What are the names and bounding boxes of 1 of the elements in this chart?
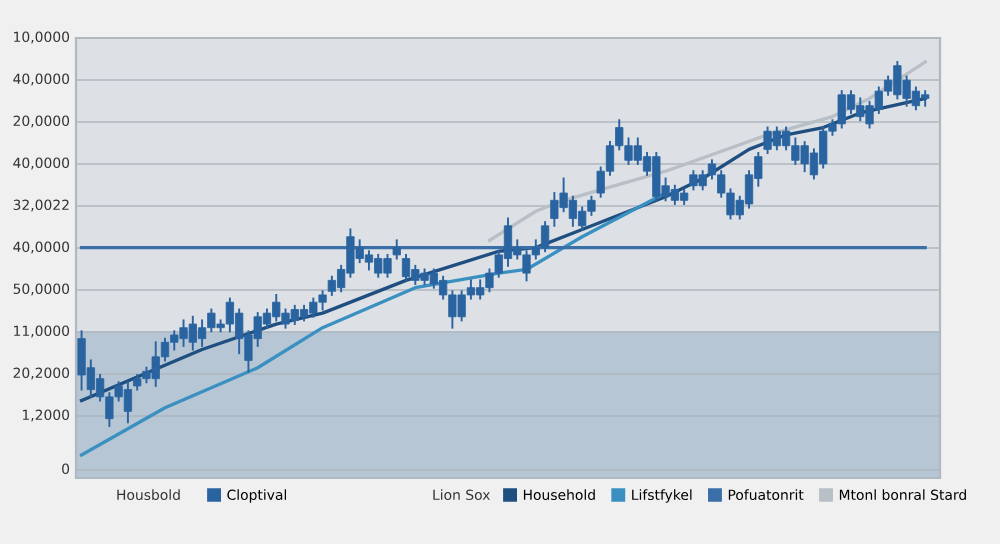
- candlestick: [392, 239, 401, 260]
